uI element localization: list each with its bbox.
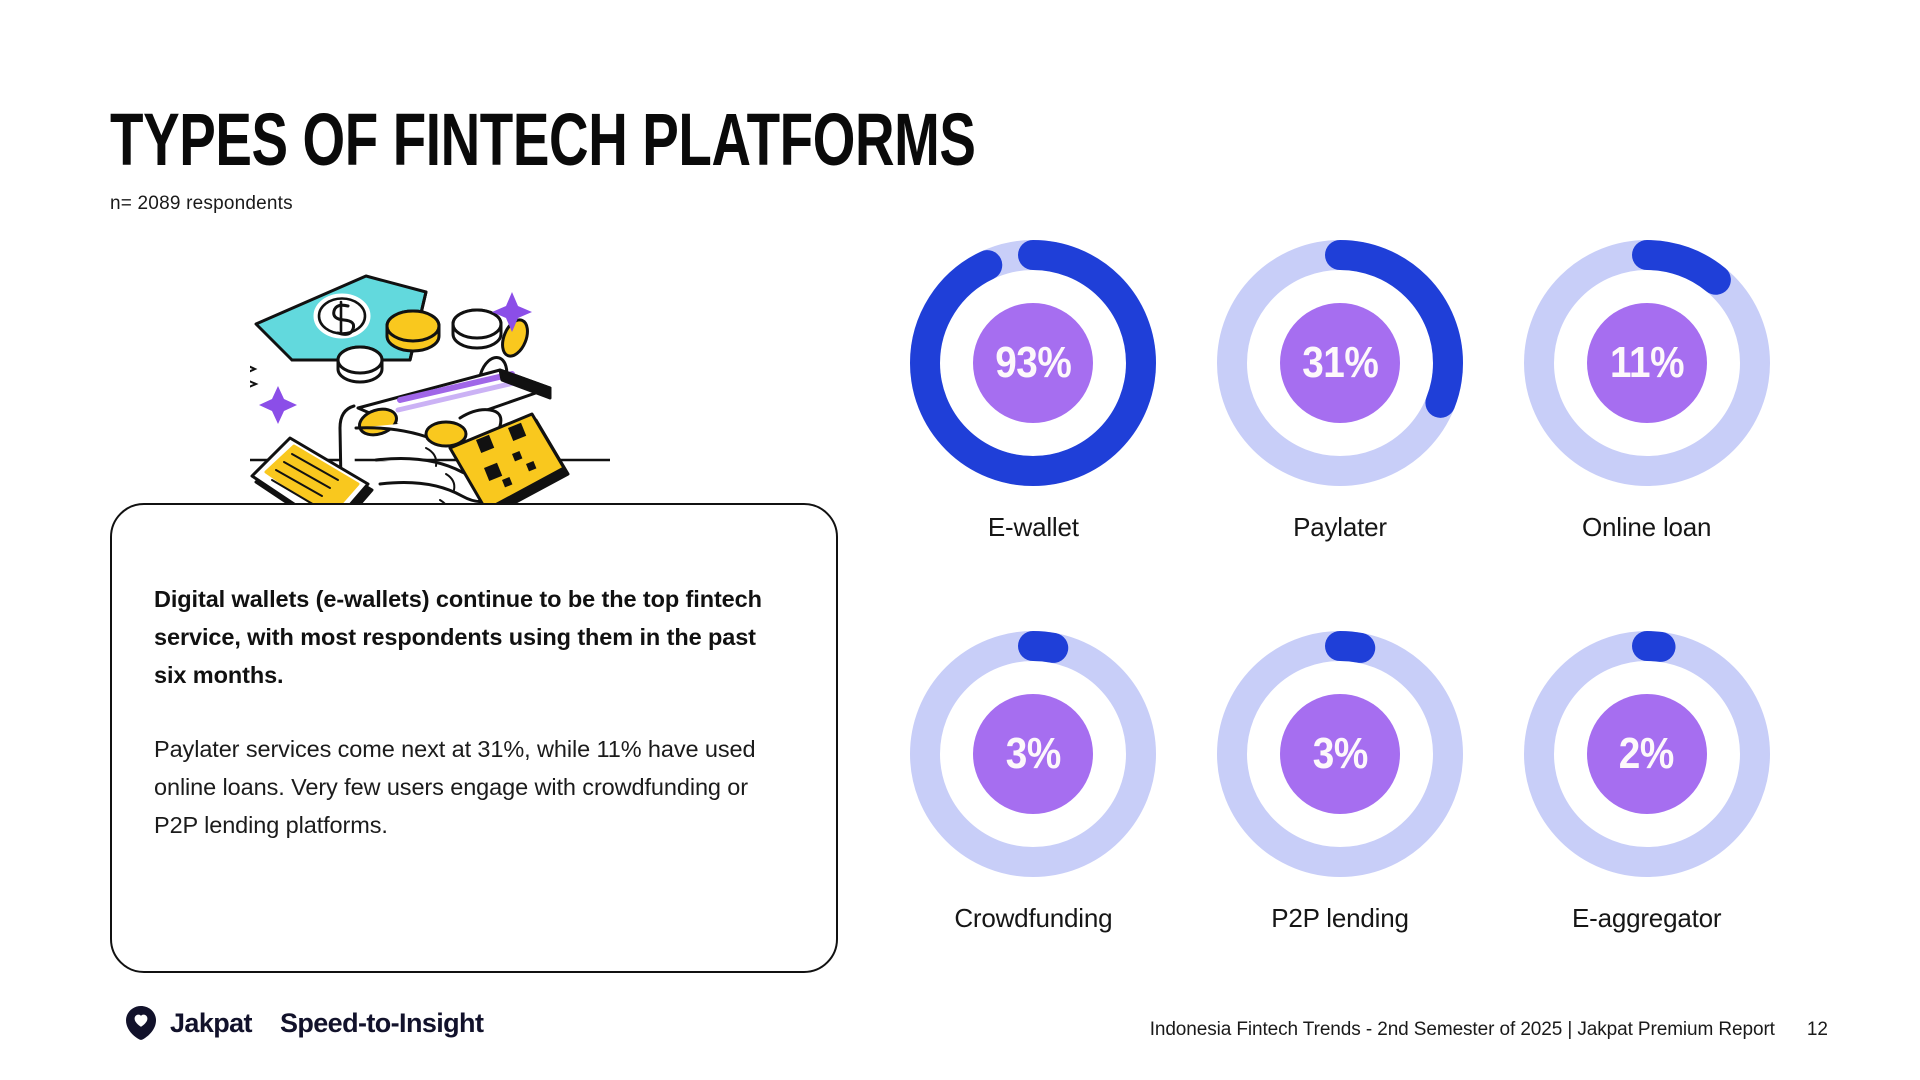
donut-center: 11% [1586,303,1707,423]
sparkle-group [259,292,532,424]
donut-value-label: 3% [1312,729,1368,778]
donut-ring: 2% [1516,623,1778,885]
donut-value-arc [1523,631,1770,877]
jakpat-wordmark: Jakpat [170,1007,253,1038]
donut-chart-crowdfunding: 3% Crowdfunding [880,623,1187,934]
donut-ring: 31% [1209,232,1471,494]
donut-value-label: 93% [995,338,1072,387]
donut-category-label: E-aggregator [1571,903,1722,933]
donut-category-label: Paylater [1293,512,1387,542]
donut-value-arc [1523,240,1770,486]
donut-ring: 11% [1516,232,1778,494]
donut-chart-paylater: 31% Paylater [1187,232,1494,543]
donut-chart-p2p-lending: 3% P2P lending [1187,623,1494,934]
donut-center: 3% [1279,694,1400,814]
page-number: 12 [1806,1019,1828,1040]
donut-chart-e-aggregator: 2% E-aggregator [1493,623,1800,934]
donut-value-arc [1216,240,1463,486]
donut-value-label: 3% [1005,729,1062,778]
donut-ring: 93% [902,232,1164,494]
donut-category-label: Crowdfunding [954,903,1113,933]
respondent-count: n= 2089 respondents [110,193,293,214]
page-title: TYPES OF FINTECH PLATFORMS [110,98,976,181]
donut-category-label: Online loan [1581,512,1712,542]
donut-chart-e-wallet: 93% E-wallet [880,232,1187,543]
donut-category-label: P2P lending [1271,903,1409,933]
donut-value-label: 11% [1609,338,1684,387]
donut-value-label: 31% [1301,338,1379,387]
donut-center: 93% [973,303,1094,423]
brand-footer: Jakpat Speed-to-Insight [126,1006,484,1040]
fintech-payment-illustration [226,248,624,578]
donut-ring: 3% [1209,623,1471,885]
donut-value-arc [910,631,1157,877]
report-footer: Indonesia Fintech Trends - 2nd Semester … [1150,1019,1828,1041]
donut-center: 2% [1586,694,1707,814]
donut-chart-grid: 93% E-wallet 31% Paylater 11% Online loan 3% Cr… [880,232,1800,934]
jakpat-logo-icon [126,1006,156,1040]
donut-value-arc [1216,631,1463,877]
insight-lead-text: Digital wallets (e-wallets) continue to … [154,586,762,689]
donut-center: 31% [1279,303,1400,423]
donut-value-label: 2% [1619,729,1675,778]
report-title-note: Indonesia Fintech Trends - 2nd Semester … [1149,1019,1775,1040]
insight-card: Digital wallets (e-wallets) continue to … [110,503,838,973]
donut-ring: 3% [902,623,1164,885]
donut-chart-online-loan: 11% Online loan [1493,232,1800,543]
insight-body-text: Paylater services come next at 31%, whil… [154,736,756,839]
donut-value-arc [910,240,1157,486]
brand-tagline: Speed-to-Insight [279,1007,484,1038]
donut-center: 3% [973,694,1094,814]
donut-category-label: E-wallet [987,512,1079,542]
